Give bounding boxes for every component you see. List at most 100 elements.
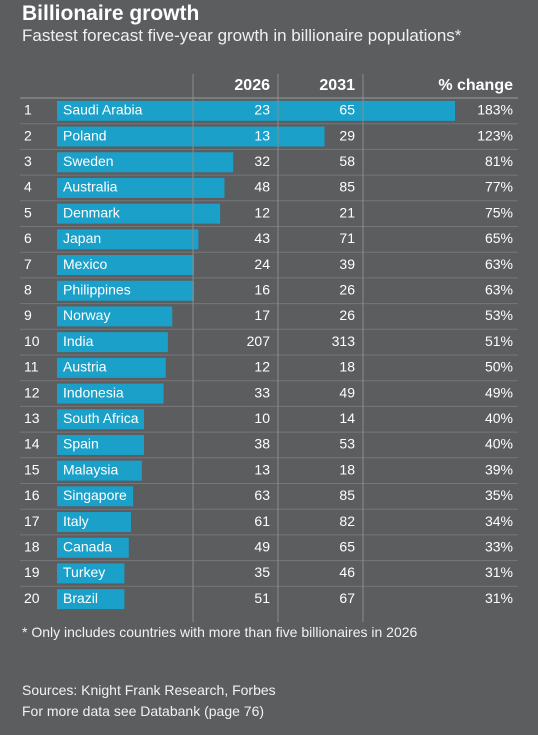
value-2026: 51: [254, 590, 270, 606]
country: Japan: [63, 230, 101, 246]
rank: 5: [24, 204, 32, 220]
rank: 7: [24, 256, 32, 272]
value-2031: 82: [339, 513, 355, 529]
value-2026: 12: [254, 204, 270, 220]
title: Billionaire growth: [22, 2, 200, 25]
country: Spain: [63, 436, 99, 452]
rank: 3: [24, 153, 32, 169]
value-2031: 39: [339, 256, 355, 272]
value-2031: 14: [339, 410, 355, 426]
change-label: 35%: [485, 487, 513, 503]
column-header: % change: [438, 77, 513, 94]
change-bar: [57, 280, 195, 301]
value-2026: 61: [254, 513, 270, 529]
value-2031: 313: [332, 333, 356, 349]
value-2031: 18: [339, 359, 355, 375]
rank: 19: [24, 564, 40, 580]
change-label: 39%: [485, 461, 513, 477]
change-label: 31%: [485, 590, 513, 606]
country: Indonesia: [63, 384, 124, 400]
subtitle: Fastest forecast five-year growth in bil…: [22, 26, 462, 45]
value-2031: 67: [339, 590, 355, 606]
change-bar: [57, 332, 168, 353]
change-label: 53%: [485, 307, 513, 323]
country: Denmark: [63, 204, 121, 220]
change-label: 183%: [477, 102, 513, 118]
value-2031: 26: [339, 281, 355, 297]
value-2026: 24: [254, 256, 270, 272]
change-bar: [57, 537, 129, 558]
rank: 13: [24, 410, 40, 426]
value-2026: 48: [254, 179, 270, 195]
country: South Africa: [63, 410, 139, 426]
more-data: For more data see Databank (page 76): [22, 703, 265, 719]
value-2031: 53: [339, 436, 355, 452]
value-2031: 65: [339, 538, 355, 554]
rank: 10: [24, 333, 40, 349]
country: Brazil: [63, 590, 98, 606]
value-2026: 13: [254, 461, 270, 477]
change-bar: [57, 177, 225, 198]
change-bar: [57, 152, 234, 173]
rank: 16: [24, 487, 40, 503]
change-bar: [57, 306, 173, 327]
sources: Sources: Knight Frank Research, Forbes: [22, 682, 276, 698]
change-bar: [57, 255, 195, 276]
value-2031: 18: [339, 461, 355, 477]
country: Australia: [63, 179, 118, 195]
value-2026: 207: [247, 333, 271, 349]
country: Singapore: [63, 487, 127, 503]
change-label: 31%: [485, 564, 513, 580]
country: Malaysia: [63, 461, 118, 477]
value-2026: 13: [254, 127, 270, 143]
value-2026: 32: [254, 153, 270, 169]
change-label: 34%: [485, 513, 513, 529]
rank: 17: [24, 513, 40, 529]
rank: 8: [24, 281, 32, 297]
change-bar: [57, 357, 166, 378]
country: Saudi Arabia: [63, 102, 143, 118]
change-bar: [57, 460, 142, 481]
rank: 18: [24, 538, 40, 554]
change-bar: [57, 512, 131, 533]
country: Mexico: [63, 256, 108, 272]
change-label: 65%: [485, 230, 513, 246]
value-2031: 26: [339, 307, 355, 323]
value-2026: 12: [254, 359, 270, 375]
rank: 20: [24, 590, 40, 606]
value-2026: 49: [254, 538, 270, 554]
value-2026: 63: [254, 487, 270, 503]
country: Italy: [63, 513, 89, 529]
value-2026: 23: [254, 102, 270, 118]
country: Turkey: [63, 564, 105, 580]
value-2031: 46: [339, 564, 355, 580]
value-2026: 43: [254, 230, 270, 246]
change-label: 75%: [485, 204, 513, 220]
value-2031: 65: [339, 102, 355, 118]
change-bar: [57, 126, 325, 147]
value-2026: 17: [254, 307, 270, 323]
change-bar: [57, 434, 144, 455]
change-bar: [57, 409, 144, 430]
change-bar: [57, 589, 125, 610]
value-2031: 71: [339, 230, 355, 246]
rank: 4: [24, 179, 32, 195]
rank: 9: [24, 307, 32, 323]
change-label: 51%: [485, 333, 513, 349]
value-2031: 58: [339, 153, 355, 169]
value-2026: 10: [254, 410, 270, 426]
change-label: 50%: [485, 359, 513, 375]
change-label: 63%: [485, 256, 513, 272]
column-header: 2026: [234, 77, 270, 94]
country: Poland: [63, 127, 107, 143]
country: Norway: [63, 307, 110, 323]
change-label: 81%: [485, 153, 513, 169]
change-label: 33%: [485, 538, 513, 554]
value-2031: 85: [339, 487, 355, 503]
value-2026: 35: [254, 564, 270, 580]
country: India: [63, 333, 94, 349]
change-bar: [57, 100, 456, 121]
rank: 14: [24, 436, 40, 452]
